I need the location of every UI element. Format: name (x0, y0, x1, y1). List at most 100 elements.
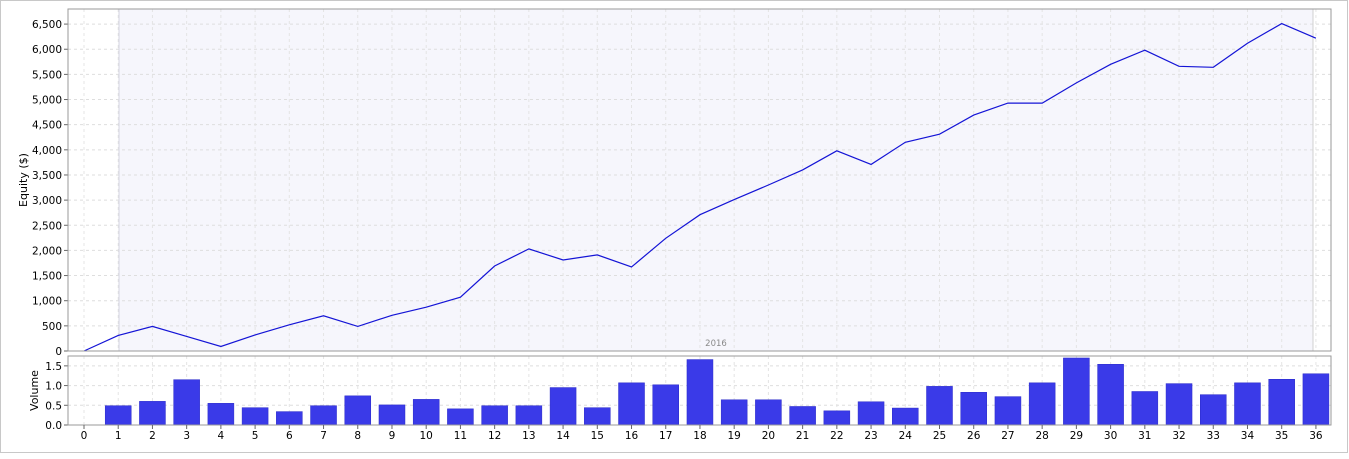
volume-bar (720, 399, 748, 426)
volume-bar (104, 405, 132, 426)
x-tick-label: 16 (625, 430, 639, 442)
equity-line (83, 22, 1317, 352)
equity-y-axis-label: Equity ($) (17, 153, 30, 207)
equity-y-tick-label: 5,500 (32, 69, 62, 81)
volume-bar (789, 406, 816, 426)
volume-bar (1028, 382, 1056, 426)
x-tick-label: 5 (252, 430, 259, 442)
period-label: 2016 (705, 339, 727, 349)
volume-bar (960, 392, 987, 426)
equity-y-tick-label: 6,500 (32, 19, 62, 31)
volume-bar (1165, 383, 1193, 426)
x-tick-label: 35 (1275, 430, 1288, 442)
volume-bar (584, 407, 611, 426)
equity-y-tick-label: 500 (42, 321, 62, 333)
x-tick-label: 17 (659, 430, 672, 442)
x-tick-label: 7 (320, 430, 327, 442)
volume-y-tick-label: 1.0 (45, 381, 62, 393)
volume-y-axis: 0.0 0.5 1.0 1.5 (45, 361, 68, 432)
equity-y-tick-label: 4,000 (32, 145, 62, 157)
volume-plot: 0.00.51.01.5 Volume 0 1 2 3 4 5 6 7 8 9 10 11 12 13 14… (28, 355, 1332, 442)
x-tick-label: 6 (286, 430, 293, 442)
x-tick-label: 13 (522, 430, 535, 442)
x-tick-label: 18 (693, 430, 706, 442)
volume-y-tick-label: 0.5 (45, 400, 62, 412)
volume-bar (892, 407, 919, 426)
equity-y-tick-label: 3,500 (32, 170, 62, 182)
x-tick-label: 15 (591, 430, 604, 442)
volume-bar (686, 359, 714, 426)
volume-y-tick-label: 0.0 (45, 420, 62, 432)
volume-bar (823, 410, 851, 426)
equity-y-tick-label: 1,000 (32, 296, 62, 308)
volume-bar (241, 407, 269, 426)
volume-bar (515, 405, 543, 426)
equity-y-tick-label: 1,500 (32, 271, 62, 283)
equity-y-axis: 0 500 1,000 1,500 2,000 2,500 3,000 3,500 4,000 4… (32, 19, 68, 358)
volume-bar (276, 411, 303, 426)
x-tick-label: 1 (115, 430, 122, 442)
volume-bar (139, 401, 166, 426)
x-tick-label: 2 (149, 430, 156, 442)
x-tick-label: 8 (354, 430, 361, 442)
equity-plot: 0 500 1,000 1,500 2,000 2,500 3,000 3,500 4,000 4… (17, 8, 1332, 358)
x-tick-label: 22 (830, 430, 843, 442)
equity-gridlines (68, 9, 1331, 351)
volume-bar (1302, 373, 1330, 426)
equity-period-shading (119, 9, 1313, 351)
volume-bar (1234, 382, 1261, 426)
volume-bar (412, 399, 440, 426)
volume-y-axis-label: Volume (28, 370, 41, 411)
volume-bar (618, 382, 645, 426)
x-tick-label: 0 (81, 430, 88, 442)
x-tick-label: 24 (899, 430, 913, 442)
equity-y-tick-label: 2,500 (32, 220, 62, 232)
x-tick-label: 34 (1241, 430, 1255, 442)
x-tick-label: 4 (218, 430, 225, 442)
volume-bar (310, 405, 337, 426)
volume-bar (447, 408, 474, 426)
volume-bar (207, 403, 235, 426)
volume-bar (857, 401, 885, 426)
x-tick-label: 21 (796, 430, 809, 442)
volume-bar (1097, 364, 1124, 426)
x-tick-label: 10 (420, 430, 433, 442)
volume-bar (1063, 357, 1090, 426)
x-tick-label: 20 (762, 430, 775, 442)
x-tick-label: 28 (1035, 430, 1048, 442)
x-tick-label: 36 (1309, 430, 1323, 442)
x-tick-label: 26 (967, 430, 981, 442)
x-tick-label: 30 (1104, 430, 1117, 442)
volume-bar (1268, 379, 1295, 426)
x-tick-label: 33 (1207, 430, 1220, 442)
x-tick-label: 27 (1001, 430, 1014, 442)
volume-bar (926, 386, 953, 426)
x-tick-label: 31 (1138, 430, 1151, 442)
volume-y-tick-label: 1.5 (45, 361, 62, 373)
volume-bar (481, 405, 508, 426)
x-tick-label: 11 (454, 430, 467, 442)
volume-bar (652, 384, 679, 426)
volume-bar (1131, 391, 1159, 426)
volume-bar (1200, 394, 1227, 426)
volume-bar (549, 387, 577, 426)
equity-y-tick-label: 4,500 (32, 120, 62, 132)
equity-y-tick-label: 2,000 (32, 245, 62, 257)
equity-y-tick-label: 6,000 (32, 44, 62, 56)
equity-series (83, 22, 1317, 352)
x-tick-label: 19 (727, 430, 740, 442)
x-tick-label: 9 (389, 430, 396, 442)
volume-bar (344, 395, 372, 426)
equity-plot-frame (67, 8, 1332, 352)
x-tick-label: 23 (864, 430, 877, 442)
x-axis: 0 1 2 3 4 5 6 7 8 9 10 11 12 13 14 15 16 17 18 19 20 21 22 23 24… (81, 425, 1323, 442)
equity-y-tick-label: 5,000 (32, 95, 62, 107)
x-tick-label: 12 (488, 430, 501, 442)
x-tick-label: 32 (1172, 430, 1185, 442)
x-tick-label: 14 (556, 430, 570, 442)
x-tick-label: 25 (933, 430, 946, 442)
x-tick-label: 3 (183, 430, 190, 442)
volume-bar (378, 404, 406, 426)
equity-y-tick-label: 0 (55, 346, 62, 358)
